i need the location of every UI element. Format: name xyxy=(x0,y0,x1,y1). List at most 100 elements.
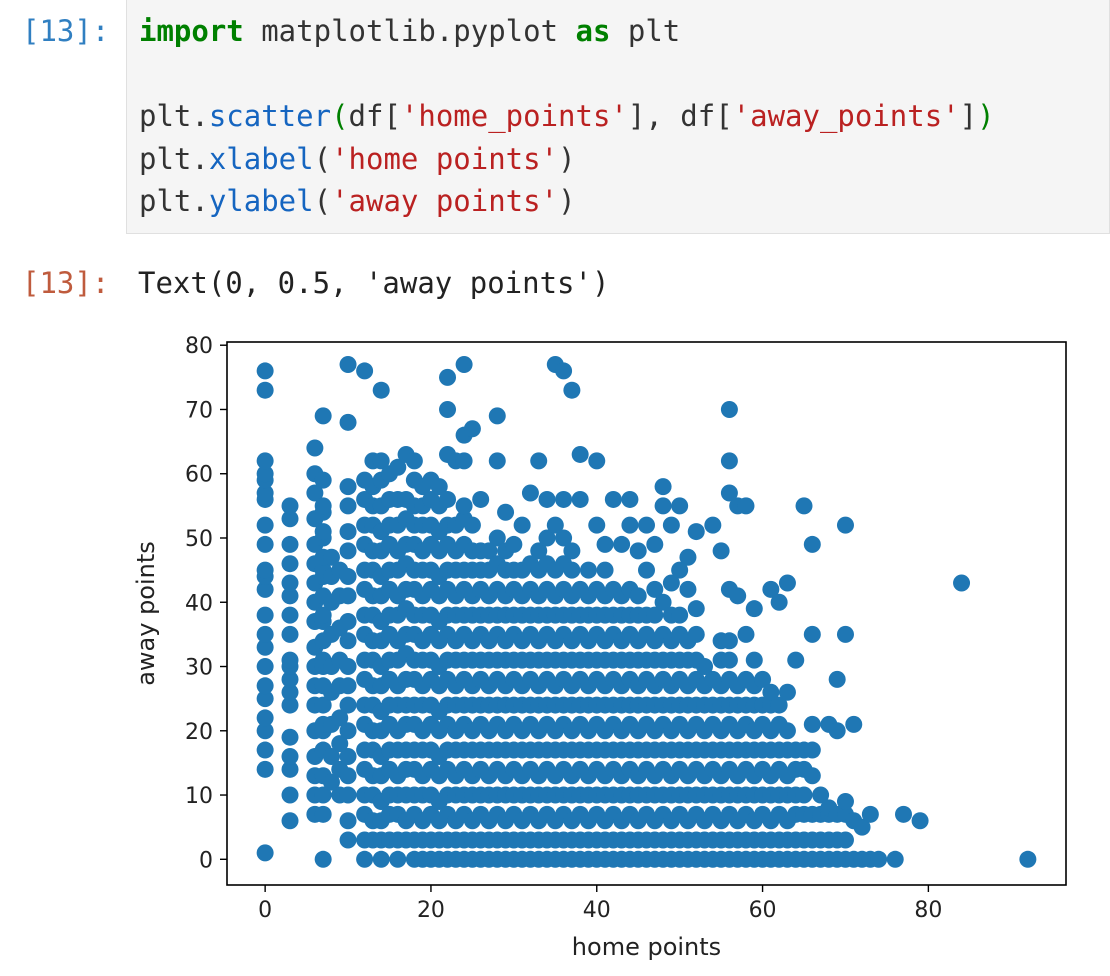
data-point xyxy=(339,478,357,496)
data-point xyxy=(646,606,664,624)
code-line-4: plt.xlabel('home points') xyxy=(139,142,576,176)
data-point xyxy=(281,651,299,669)
data-point xyxy=(654,478,672,496)
data-point xyxy=(886,850,904,868)
data-point xyxy=(256,760,274,778)
data-point xyxy=(861,805,879,823)
x-tick-label: 80 xyxy=(914,898,942,923)
output-prompt: [13]: xyxy=(22,266,110,300)
data-point xyxy=(737,497,755,515)
data-point xyxy=(953,574,971,592)
data-point xyxy=(256,658,274,676)
data-point xyxy=(455,497,473,515)
data-point xyxy=(770,696,788,714)
data-point xyxy=(845,715,863,733)
data-point xyxy=(646,535,664,553)
data-point xyxy=(497,503,515,521)
data-point xyxy=(720,452,738,470)
data-point xyxy=(281,574,299,592)
data-point xyxy=(339,632,357,650)
data-point xyxy=(372,452,390,470)
data-point xyxy=(588,452,606,470)
code-line-5: plt.ylabel('away points') xyxy=(139,184,576,218)
y-tick-label: 10 xyxy=(185,784,213,809)
data-point xyxy=(720,651,738,669)
data-point xyxy=(281,670,299,688)
code-editor[interactable]: import matplotlib.pyplot as plt plt.scat… xyxy=(126,0,1110,234)
data-point xyxy=(455,452,473,470)
data-point xyxy=(256,741,274,759)
data-point xyxy=(629,542,647,560)
data-point xyxy=(256,606,274,624)
data-point xyxy=(555,490,573,508)
data-point xyxy=(339,831,357,849)
data-point xyxy=(803,767,821,785)
data-point xyxy=(256,722,274,740)
data-point xyxy=(256,625,274,643)
data-point xyxy=(372,850,390,868)
data-point xyxy=(322,548,340,566)
data-point xyxy=(704,516,722,534)
data-point xyxy=(314,850,332,868)
data-point xyxy=(322,747,340,765)
data-point xyxy=(256,465,274,483)
data-point xyxy=(256,381,274,399)
data-point xyxy=(671,561,689,579)
data-point xyxy=(638,516,655,534)
data-point xyxy=(389,850,407,868)
data-point xyxy=(256,638,274,656)
data-point xyxy=(720,400,738,418)
data-point xyxy=(563,381,581,399)
data-point xyxy=(513,516,531,534)
data-point xyxy=(563,542,581,560)
data-point xyxy=(621,516,639,534)
data-point xyxy=(745,600,763,618)
data-point xyxy=(712,542,730,560)
data-point xyxy=(439,368,457,386)
data-point xyxy=(803,741,821,759)
data-point xyxy=(662,574,680,592)
data-point xyxy=(439,400,457,418)
data-point xyxy=(356,850,374,868)
data-point xyxy=(472,490,490,508)
data-point xyxy=(256,580,274,598)
data-point xyxy=(762,683,780,701)
data-point xyxy=(696,658,714,676)
data-point xyxy=(555,362,573,380)
data-point xyxy=(596,561,614,579)
y-tick-label: 40 xyxy=(185,591,213,616)
data-point xyxy=(521,484,539,502)
data-point xyxy=(331,709,349,727)
data-point xyxy=(778,722,796,740)
data-point xyxy=(563,561,581,579)
data-point xyxy=(281,625,299,643)
data-point xyxy=(256,362,274,380)
data-point xyxy=(687,600,705,618)
data-point xyxy=(803,625,821,643)
data-point xyxy=(281,535,299,553)
data-point xyxy=(306,484,324,502)
x-tick-label: 40 xyxy=(583,898,611,923)
data-point xyxy=(314,497,332,515)
data-point xyxy=(621,490,639,508)
data-point xyxy=(339,587,357,605)
data-point xyxy=(339,677,357,695)
scatter-plot: 0 20 40 60 80 0 10 20 30 40 50 60 70 80 home points awa… xyxy=(126,330,1086,970)
data-point xyxy=(671,606,689,624)
data-point xyxy=(571,490,589,508)
x-tick-label: 20 xyxy=(417,898,445,923)
input-cell[interactable]: [13]: import matplotlib.pyplot as plt pl… xyxy=(0,0,1110,236)
data-point xyxy=(488,407,506,425)
y-axis-label: away points xyxy=(132,541,160,686)
y-tick-label: 30 xyxy=(185,656,213,681)
y-tick-label: 20 xyxy=(185,720,213,745)
data-point xyxy=(654,593,672,611)
data-point xyxy=(256,677,274,695)
data-point xyxy=(256,561,274,579)
data-point xyxy=(596,535,614,553)
data-point xyxy=(638,561,655,579)
data-point xyxy=(339,696,357,714)
data-point xyxy=(646,580,664,598)
data-point xyxy=(256,452,274,470)
data-point xyxy=(281,510,299,528)
